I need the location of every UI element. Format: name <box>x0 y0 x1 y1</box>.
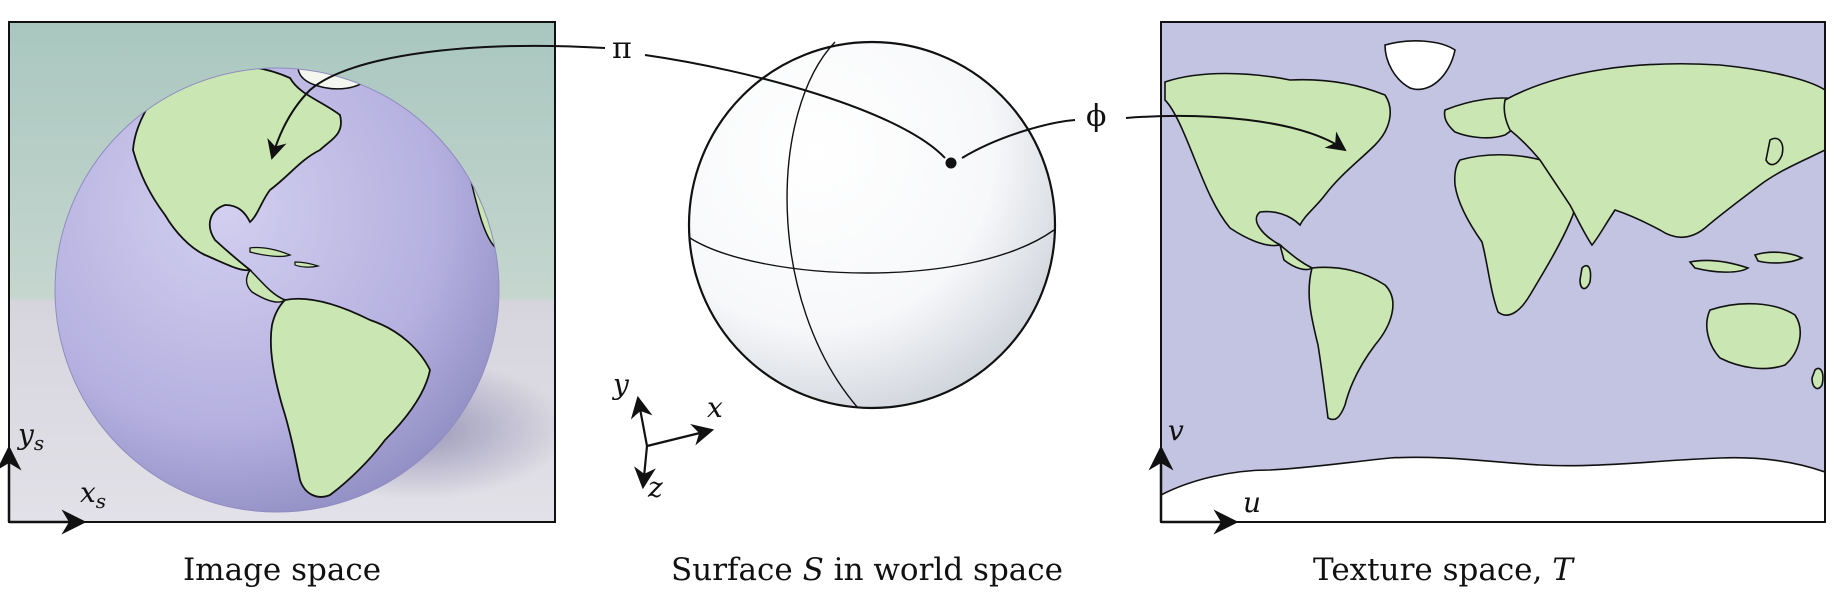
world-space-sphere: y x z <box>611 40 1057 504</box>
surface-point <box>945 157 957 169</box>
pi-arrow <box>267 44 606 160</box>
sphere-equator <box>689 229 1055 274</box>
world-axes: y x z <box>611 368 723 504</box>
texture-axes: v u <box>1148 414 1261 535</box>
texture-space-panel: v u <box>1148 21 1826 535</box>
phi-connector <box>961 119 1076 159</box>
sphere-surface <box>687 40 1057 410</box>
world-y-axis-label: y <box>611 368 630 401</box>
phi-mapping: ϕ <box>961 99 1347 159</box>
image-y-axis-label: ys <box>16 418 44 455</box>
image-x-axis-label: xs <box>80 476 106 513</box>
image-axes: ys xs <box>0 418 106 535</box>
surface-caption: Surface S in world space <box>671 552 1063 588</box>
phi-label: ϕ <box>1086 99 1106 134</box>
image-space-panel: ys xs <box>0 21 556 535</box>
pi-connector <box>644 54 946 159</box>
phi-arrow <box>1125 114 1347 152</box>
sphere-meridian <box>786 41 859 409</box>
world-z-axis-label: z <box>647 471 663 504</box>
pi-label: π <box>612 31 632 66</box>
texture-frame <box>1160 21 1826 523</box>
texture-space-caption: Texture space, T <box>1313 552 1575 588</box>
texture-u-axis-label: u <box>1243 486 1261 519</box>
texture-v-axis-label: v <box>1168 414 1184 447</box>
image-space-caption: Image space <box>183 552 381 588</box>
pi-mapping: π <box>267 31 946 160</box>
world-x-axis-label: x <box>707 391 723 424</box>
image-frame <box>8 21 556 523</box>
